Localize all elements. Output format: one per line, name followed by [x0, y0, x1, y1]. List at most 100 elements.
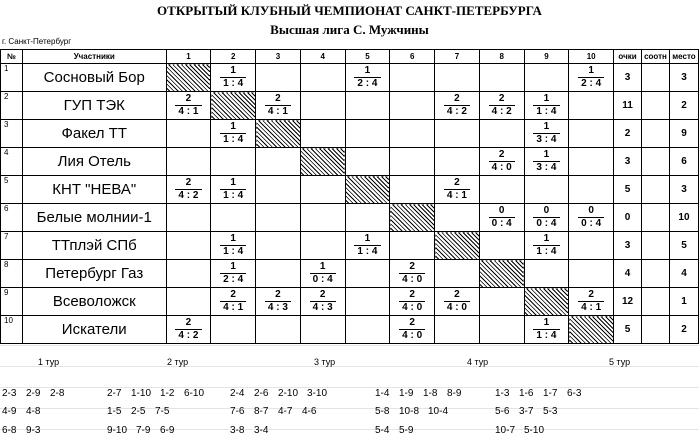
pairing: 4-8	[26, 406, 41, 417]
match-score: 4 : 1	[446, 190, 467, 201]
header-col-4: 4	[299, 49, 346, 64]
team-points: 5	[613, 315, 642, 344]
match-points: 1	[319, 261, 326, 272]
team-place: 6	[668, 147, 699, 176]
pairing: 1-5	[107, 406, 122, 417]
match-points: 1	[230, 177, 236, 188]
match-points: 2	[275, 93, 281, 104]
team-number: 9	[0, 287, 23, 316]
result-cell	[434, 315, 480, 344]
match-result: 2 4 : 0	[391, 289, 434, 315]
fraction-line	[443, 301, 471, 302]
result-cell: 2 4 : 0	[434, 287, 480, 316]
match-result: 2 4 : 2	[167, 317, 210, 343]
fraction-line	[488, 217, 515, 218]
match-points: 2	[498, 93, 505, 104]
match-points: 2	[319, 289, 326, 300]
fraction-line	[399, 301, 426, 302]
pairing: 4-9	[2, 406, 17, 417]
pairing: 8-9	[447, 388, 462, 399]
team-ratio	[641, 119, 670, 148]
fraction-line	[354, 77, 381, 78]
match-points: 2	[454, 289, 460, 300]
diagonal-cell	[568, 315, 615, 344]
pairing: 10-7	[495, 425, 516, 436]
result-cell: 1 1 : 4	[523, 91, 570, 120]
result-cell: 0 0 : 4	[478, 203, 525, 232]
team-name: ГУП ТЭК	[21, 91, 167, 120]
match-score: 2 : 4	[223, 274, 244, 285]
result-cell: 1 1 : 4	[210, 175, 257, 204]
match-score: 1 : 4	[536, 106, 557, 117]
result-cell: 2 4 : 1	[210, 287, 257, 316]
result-cell: 2 4 : 2	[165, 175, 212, 204]
pairing: 7-6	[230, 406, 245, 417]
match-score: 4 : 3	[267, 302, 288, 313]
fraction-line	[488, 161, 515, 162]
match-points: 2	[409, 261, 415, 272]
match-result: 2 4 : 0	[436, 289, 479, 315]
pairing: 8-7	[254, 406, 269, 417]
sheet-gridlines	[0, 345, 699, 443]
team-number: 4	[0, 147, 23, 176]
standings-table: № Участники 1 2 3 4 5 6 7 8 9 10 очки со…	[0, 49, 699, 344]
match-result: 2 4 : 1	[167, 93, 210, 119]
result-cell	[478, 119, 525, 148]
match-points: 1	[543, 149, 550, 160]
match-result: 2 4 : 0	[391, 261, 434, 287]
match-score: 4 : 3	[312, 302, 333, 313]
fraction-line	[443, 105, 471, 106]
team-name: Петербург Газ	[21, 259, 167, 288]
result-cell	[523, 63, 570, 92]
team-ratio	[641, 147, 670, 176]
diagonal-cell	[299, 147, 346, 176]
team-points: 5	[613, 175, 642, 204]
result-cell	[478, 63, 525, 92]
match-score: 4 : 0	[402, 302, 423, 313]
match-score: 1 : 4	[223, 190, 244, 201]
diagonal-cell	[434, 231, 480, 260]
pairing: 3-8	[230, 425, 245, 436]
result-cell	[389, 231, 436, 260]
team-number: 5	[0, 175, 23, 204]
match-score: 4 : 1	[178, 106, 199, 117]
match-score: 1 : 4	[536, 330, 557, 341]
result-cell: 2 4 : 1	[255, 91, 301, 120]
result-cell	[389, 119, 436, 148]
fraction-line	[220, 189, 247, 190]
match-points: 1	[230, 261, 236, 272]
match-points: 1	[543, 121, 550, 132]
fraction-line	[533, 245, 560, 246]
match-score: 4 : 0	[402, 330, 423, 341]
match-score: 4 : 0	[446, 302, 467, 313]
match-score: 3 : 4	[536, 134, 557, 145]
team-points: 11	[613, 91, 642, 120]
result-cell	[344, 91, 391, 120]
team-place: 9	[668, 119, 699, 148]
header-col-2: 2	[210, 49, 257, 64]
header-participants: Участники	[21, 49, 167, 64]
match-score: 0 : 4	[312, 274, 333, 285]
result-cell	[165, 147, 212, 176]
match-score: 1 : 4	[536, 246, 557, 257]
fraction-line	[578, 301, 605, 302]
match-score: 4 : 2	[491, 106, 512, 117]
fraction-line	[175, 105, 202, 106]
fraction-line	[220, 77, 247, 78]
header-col-1: 1	[165, 49, 212, 64]
header-col-6: 6	[389, 49, 436, 64]
result-cell	[299, 119, 346, 148]
result-cell: 2 4 : 0	[389, 315, 436, 344]
match-points: 0	[543, 205, 550, 216]
team-place: 5	[668, 231, 699, 260]
fraction-line	[264, 301, 292, 302]
header-col-3: 3	[255, 49, 301, 64]
header-col-8: 8	[478, 49, 525, 64]
pairing: 2-8	[50, 388, 65, 399]
match-points: 2	[409, 289, 415, 300]
team-row: 9 Всеволожск 2 4 : 1 2 4 : 3 2 4 : 3 2 4 : 0 2 4 : …	[0, 287, 699, 316]
result-cell: 1 2 : 4	[568, 63, 615, 92]
pairing: 2-7	[107, 388, 122, 399]
